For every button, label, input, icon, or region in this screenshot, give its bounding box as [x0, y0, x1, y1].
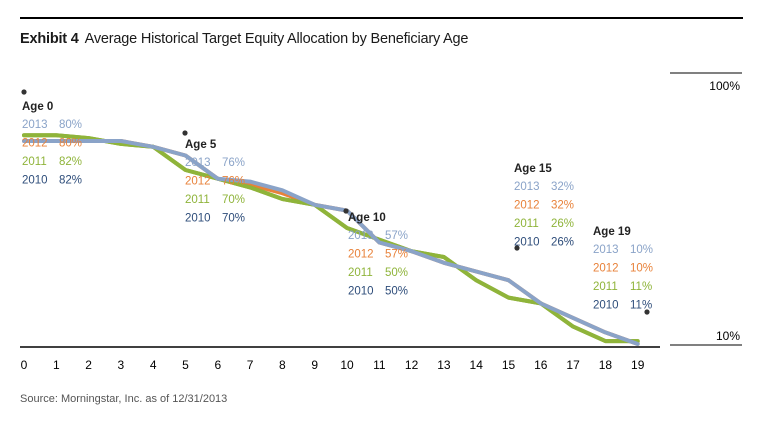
series-line-2013 [22, 139, 640, 346]
axes: 100%10%0 1 2 3 4 5 6 7 8 9 10 11 12 13 14 15 16 17 18 19 [20, 72, 742, 372]
annotation-year: 2013 [348, 230, 374, 242]
annotation-value: 26% [551, 218, 574, 230]
x-tick-label: 14 [470, 358, 484, 372]
annotation-value: 10% [630, 244, 653, 256]
annotation-title: Age 5 [185, 139, 217, 151]
y-tick-label-100: 100% [709, 79, 740, 93]
x-tick-label: 12 [405, 358, 419, 372]
y-tick-label-10: 10% [716, 329, 740, 343]
age-marker-dot [644, 309, 650, 315]
annotation-year: 2011 [348, 267, 373, 279]
annotation-value: 50% [385, 267, 408, 279]
x-tick-label: 17 [566, 358, 580, 372]
annotation-year: 2011 [593, 281, 618, 293]
annotation-year: 2010 [22, 175, 48, 187]
annotation-year: 2012 [348, 249, 374, 261]
annotation-title: Age 0 [22, 101, 53, 113]
annotation-year: 2010 [185, 213, 211, 225]
x-tick-label: 1 [53, 358, 60, 372]
annotation-year: 2010 [593, 300, 619, 312]
annotation-value: 32% [551, 181, 574, 193]
x-tick-label: 19 [631, 358, 645, 372]
annotation-value: 70% [222, 213, 245, 225]
age-marker-dot [514, 245, 520, 251]
annotation-value: 26% [551, 237, 574, 249]
annotation-value: 50% [385, 286, 408, 298]
x-tick-label: 11 [373, 358, 386, 372]
annotation-year: 2013 [22, 119, 48, 131]
x-tick-label: 0 [21, 358, 28, 372]
annotation-year: 2010 [514, 237, 540, 249]
annotation-value: 82% [59, 175, 82, 187]
x-tick-label: 9 [311, 358, 318, 372]
annotation-year: 2012 [185, 176, 211, 188]
annotation-value: 11% [630, 300, 652, 312]
annotation-value: 11% [630, 281, 652, 293]
series-line-2011 [22, 133, 640, 344]
chart-title: Exhibit 4 Average Historical Target Equit… [20, 31, 468, 47]
top-rule [20, 17, 743, 19]
x-tick-label: 3 [118, 358, 125, 372]
annotation-value: 70% [222, 194, 245, 206]
annotation-value: 80% [59, 119, 82, 131]
chart-title-text: Average Historical Target Equity Allocat… [84, 31, 469, 47]
annotation-title: Age 15 [514, 163, 552, 175]
annotations: Age 0 2013 80% 2012 80% 2011 82% 2010 82% Age 5 20… [21, 89, 653, 315]
annotation-year: 2012 [22, 138, 48, 150]
annotation-title: Age 10 [348, 212, 386, 224]
age-marker-dot [21, 89, 27, 95]
annotation-title: Age 19 [593, 226, 631, 238]
annotation-year: 2012 [514, 200, 540, 212]
x-tick-label: 13 [437, 358, 451, 372]
x-tick-label: 4 [150, 358, 157, 372]
annotation-value: 76% [222, 157, 245, 169]
annotation-year: 2011 [22, 156, 47, 168]
annotation-value: 76% [222, 176, 245, 188]
x-tick-label: 8 [279, 358, 286, 372]
annotation-year: 2013 [593, 244, 619, 256]
x-tick-label: 6 [214, 358, 221, 372]
x-tick-label: 2 [85, 358, 92, 372]
age-marker-dot [182, 130, 188, 136]
source-note: Source: Morningstar, Inc. as of 12/31/20… [20, 393, 228, 405]
x-tick-label: 10 [340, 358, 354, 372]
annotation-value: 57% [385, 230, 408, 242]
annotation-year: 2010 [348, 286, 374, 298]
annotation-value: 57% [385, 249, 408, 261]
x-tick-label: 5 [182, 358, 189, 372]
annotation-value: 82% [59, 156, 82, 168]
x-tick-label: 7 [247, 358, 254, 372]
x-tick-label: 15 [502, 358, 516, 372]
x-tick-label: 16 [534, 358, 548, 372]
series-lines [22, 133, 640, 346]
x-tick-label: 18 [599, 358, 613, 372]
age-marker-dot [343, 208, 349, 214]
annotation-value: 32% [551, 200, 574, 212]
annotation-year: 2011 [514, 218, 539, 230]
annotation-value: 10% [630, 263, 653, 275]
annotation-year: 2013 [185, 157, 211, 169]
annotation-value: 80% [59, 138, 82, 150]
annotation-year: 2013 [514, 181, 540, 193]
annotation-year: 2012 [593, 263, 619, 275]
annotation-year: 2011 [185, 194, 210, 206]
exhibit-label: Exhibit 4 [20, 31, 79, 47]
